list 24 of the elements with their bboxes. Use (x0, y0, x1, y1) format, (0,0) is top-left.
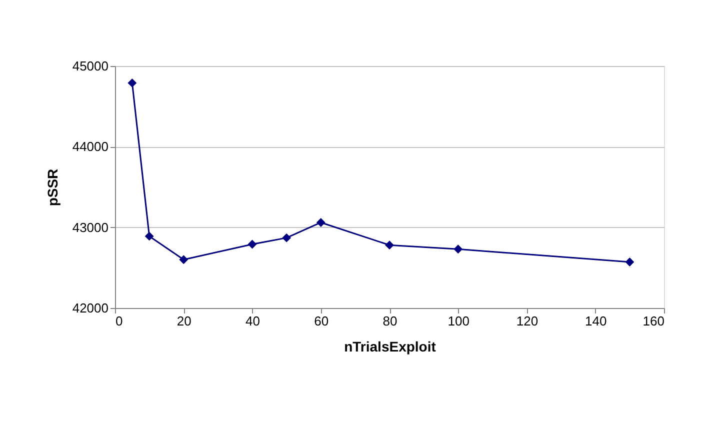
point (282, 233, 292, 242)
x-tick-label: 120 (516, 314, 538, 328)
x-tick-label: 140 (585, 314, 607, 328)
point (144, 232, 154, 241)
point (454, 244, 463, 254)
x-tick-label: 0 (116, 314, 123, 328)
y-tick-label: 42000 (72, 300, 108, 316)
point (248, 240, 257, 249)
x-axis-title: nTrialsExploit (344, 338, 436, 354)
point (179, 255, 188, 264)
y-tick-label: 44000 (72, 139, 108, 154)
x-tick-label: 160 (642, 314, 664, 328)
point (385, 240, 394, 250)
point (128, 78, 137, 88)
y-tick-label: 43000 (72, 220, 108, 235)
x-tick-label: 60 (314, 314, 329, 328)
x-tick-label: 20 (176, 314, 192, 328)
x-tick-label: 80 (382, 314, 398, 328)
point (316, 218, 326, 227)
y-tick-label: 45000 (72, 58, 108, 74)
x-tick-label: 40 (246, 314, 260, 328)
point (625, 258, 634, 266)
y-axis-title: pSSR (44, 168, 60, 206)
x-tick-label: 100 (448, 314, 470, 328)
